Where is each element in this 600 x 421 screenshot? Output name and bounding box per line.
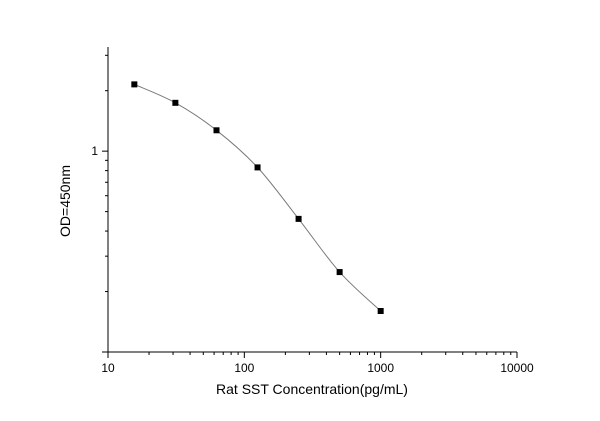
data-point [295,215,302,222]
data-point [254,164,261,171]
series-line [134,83,382,312]
x-tick-label: 100 [234,361,254,375]
data-point [213,127,220,134]
x-axis-ticks: 10 100 1000 10000 [101,352,534,375]
x-tick-label: 1000 [367,361,394,375]
x-tick-label: 10000 [500,361,534,375]
data-point [172,99,179,106]
fit-curve [134,83,382,312]
data-point [131,81,138,88]
x-tick-label: 10 [101,361,115,375]
y-axis-title: OD=450nm [57,165,73,237]
axes [107,47,517,353]
data-points [131,81,384,315]
y-tick-label: 1 [91,144,98,158]
y-axis-ticks: 1 [91,54,108,353]
data-point [377,308,384,315]
x-axis-title: Rat SST Concentration(pg/mL) [216,381,408,397]
data-point [336,269,343,276]
